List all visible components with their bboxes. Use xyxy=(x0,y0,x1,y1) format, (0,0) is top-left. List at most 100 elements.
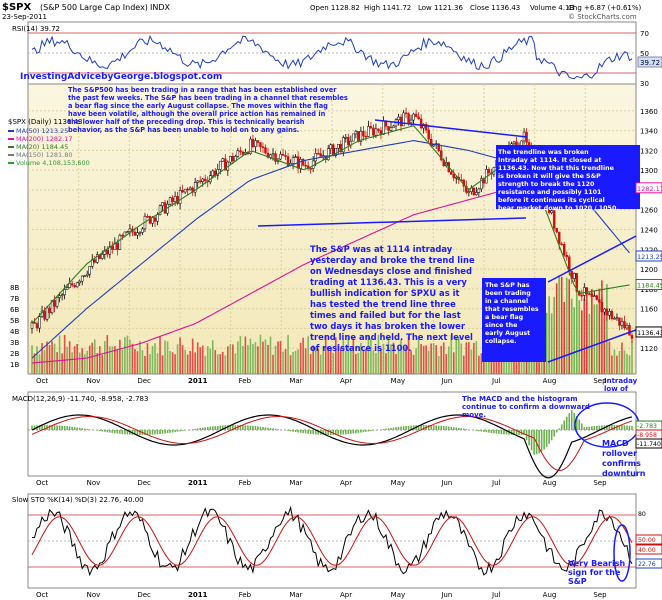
macd-hist-bar xyxy=(397,426,400,430)
price-tick-label: 1220 xyxy=(640,246,658,254)
price-candle xyxy=(261,146,265,149)
macd-hist-bar xyxy=(493,430,495,434)
sto-label: Slow STO %K(14) %D(3) 22.76, 40.00 xyxy=(12,496,144,504)
volume-bar xyxy=(550,313,553,374)
macd-hist-bar xyxy=(337,430,340,435)
price-candle xyxy=(63,289,66,296)
macd-hist-bar xyxy=(334,430,337,435)
volume-bar xyxy=(375,353,377,374)
volume-bar xyxy=(568,279,571,374)
macd-hist-bar xyxy=(324,430,327,435)
macd-hist-bar xyxy=(530,430,533,451)
volume-bar xyxy=(227,346,229,374)
volume-bar xyxy=(402,346,405,374)
price-candle xyxy=(138,232,142,234)
month-label: Jul xyxy=(491,479,501,487)
volume-bar xyxy=(565,277,568,374)
price-candle xyxy=(314,153,317,162)
price-tick-label: 1300 xyxy=(640,167,658,175)
price-candle xyxy=(186,188,189,191)
macd-tag: -11.740 xyxy=(637,441,661,448)
price-candle xyxy=(432,144,435,147)
macd-hist-bar xyxy=(606,425,608,430)
top-annotation: The S&P500 has been trading in a range t… xyxy=(68,86,348,134)
price-candle xyxy=(239,150,242,153)
volume-bar xyxy=(475,341,478,374)
macd-hist-bar xyxy=(445,426,448,430)
price-candle xyxy=(352,133,355,142)
volume-bar xyxy=(593,304,596,374)
month-label: Jun xyxy=(440,591,452,599)
macd-tag-box xyxy=(635,438,662,449)
macd-hist-bar xyxy=(505,430,508,435)
price-tag: 1213.25 xyxy=(637,253,662,261)
volume-bar xyxy=(415,348,417,374)
macd-hist-bar xyxy=(272,428,274,430)
month-label: Jun xyxy=(440,377,452,385)
price-candle xyxy=(279,154,282,160)
month-label: Feb xyxy=(239,479,252,487)
month-label: Nov xyxy=(87,377,101,385)
macd-hist-bar xyxy=(239,425,242,430)
macd-hist-bar xyxy=(565,416,568,430)
volume-bar xyxy=(51,341,53,374)
volume-bar xyxy=(124,337,126,374)
volume-bar xyxy=(495,352,498,374)
macd-hist-bar xyxy=(475,430,478,431)
volume-bar xyxy=(405,346,407,374)
volume-bar xyxy=(234,353,237,374)
volume-bar xyxy=(440,345,443,374)
volume-bar xyxy=(106,334,109,374)
date: 23-Sep-2011 xyxy=(2,13,47,21)
price-candle xyxy=(452,174,456,179)
macd-hist-bar xyxy=(66,426,68,430)
volume-bar xyxy=(149,354,151,374)
macd-hist-bar xyxy=(523,430,525,435)
x-axis-macd: Oct Nov Dec 2011 Feb Mar Apr May Jun Jul Aug Sep xyxy=(36,479,607,487)
volume-tick-label: 8B xyxy=(10,284,19,292)
price-candle xyxy=(141,228,144,233)
volume-bar xyxy=(347,336,350,374)
volume-bar xyxy=(580,310,583,374)
volume-bar xyxy=(194,352,196,374)
macd-hist-bar xyxy=(257,426,259,430)
volume-bar xyxy=(498,353,500,374)
sto-lines xyxy=(31,505,633,577)
volume-bar xyxy=(252,344,254,374)
volume-bar xyxy=(462,355,465,374)
volume-bar xyxy=(126,335,129,374)
month-label: Oct xyxy=(36,591,48,599)
price-candle xyxy=(628,325,631,336)
macd-hist-bar xyxy=(395,427,397,430)
macd-hist-bar xyxy=(38,425,41,430)
price-candle xyxy=(183,188,187,193)
macd-hist-bar xyxy=(41,425,43,430)
sto-tag: 80 xyxy=(638,511,646,518)
volume-bar xyxy=(392,342,395,374)
volume-bar xyxy=(88,345,91,374)
macd-hist-bar xyxy=(596,425,598,430)
volume-bar xyxy=(578,300,581,374)
volume-bar xyxy=(560,276,563,374)
macd-hist-bar xyxy=(327,430,330,435)
volume-bar xyxy=(184,349,186,374)
price-candle xyxy=(344,136,348,139)
macd-hist-bar xyxy=(204,427,207,430)
macd-hist-bar xyxy=(33,425,36,430)
rsi-value-tag-text: 39.72 xyxy=(640,59,660,67)
macd-hist-bar xyxy=(407,425,410,430)
volume-bar xyxy=(337,344,340,374)
volume-bar xyxy=(96,353,99,374)
volume-bar xyxy=(196,342,199,374)
price-candle xyxy=(118,234,122,250)
macd-hist-bar xyxy=(447,426,450,430)
legend-entry: MA(150) 1281.80 xyxy=(16,151,72,159)
price-candle xyxy=(357,131,360,142)
price-candle xyxy=(229,156,232,163)
price-candle xyxy=(116,242,119,250)
macd-hist-bar xyxy=(101,430,104,432)
macd-hist-bar xyxy=(462,428,465,430)
price-tag: 1282.17 xyxy=(637,185,662,193)
price-candle xyxy=(337,144,340,149)
copyright: © StockCharts.com xyxy=(568,13,637,21)
